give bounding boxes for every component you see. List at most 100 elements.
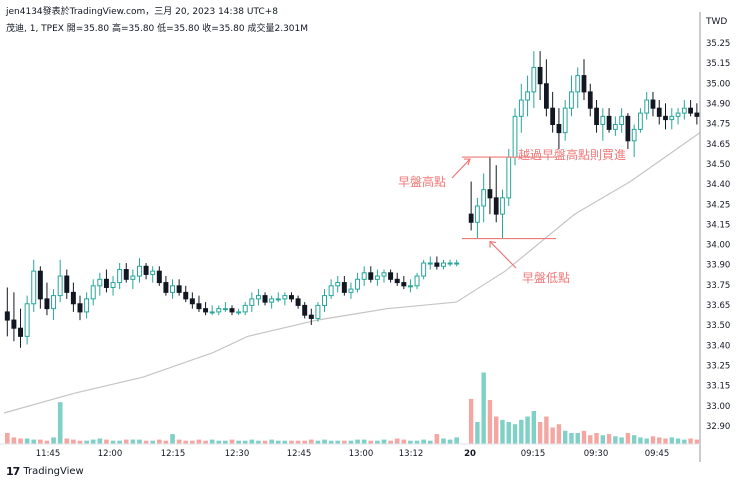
volume-bar — [18, 438, 23, 444]
candle — [518, 83, 524, 133]
volume-bar — [249, 439, 255, 444]
volume-bar — [688, 438, 693, 444]
candle — [57, 259, 63, 303]
candle — [189, 292, 195, 309]
volume-bar — [575, 433, 580, 444]
brand-name: TradingView — [23, 466, 84, 477]
volume-bar — [335, 440, 341, 444]
arrow-to-high — [451, 158, 471, 179]
candle — [421, 259, 427, 280]
candle — [242, 302, 248, 316]
volume-bar — [506, 422, 511, 444]
volume-bar — [644, 438, 649, 444]
candle — [631, 124, 637, 158]
ohlc-legend: 茂迪, 1, TPEX 開=35.80 高=35.80 低=35.80 收=35… — [6, 24, 309, 34]
volume-bar — [24, 438, 30, 444]
volume-bar — [401, 439, 407, 444]
y-tick-label: 34.50 — [706, 160, 730, 170]
x-tick-label: 13:12 — [399, 449, 424, 459]
candle — [170, 279, 176, 299]
volume-bar — [77, 440, 83, 444]
candle — [4, 287, 10, 337]
x-tick-label: 13:00 — [349, 449, 374, 459]
annotation-early-low: 早盤低點 — [522, 271, 570, 285]
candle — [612, 116, 618, 136]
volume-bar — [600, 435, 606, 444]
time-axis[interactable]: 11:45 12:00 12:15 12:30 12:45 13:00 13:12 20 09:… — [36, 449, 670, 459]
candle — [401, 276, 407, 290]
candle — [368, 266, 374, 283]
candle — [269, 295, 275, 309]
candle — [117, 263, 123, 290]
candle — [51, 289, 57, 321]
volume-bar — [581, 430, 587, 444]
volume-bar — [669, 437, 674, 444]
y-tick-label: 34.00 — [706, 241, 730, 251]
volume-bar — [512, 424, 518, 444]
volume-bar — [594, 433, 599, 444]
candle — [143, 263, 149, 280]
volume-bar — [84, 440, 89, 444]
candle — [361, 266, 367, 286]
volume-bar — [216, 440, 222, 444]
candle — [103, 269, 109, 293]
volume-bar — [97, 438, 103, 444]
y-tick-label: 35.25 — [706, 39, 730, 49]
candle — [163, 276, 169, 296]
volume-bar — [650, 436, 656, 444]
volume-bar — [562, 430, 568, 444]
volume-bar — [657, 437, 662, 444]
volume-bar — [269, 439, 274, 444]
volume-bar — [588, 435, 593, 444]
candle — [394, 272, 400, 286]
candle — [600, 108, 606, 141]
candle — [656, 100, 662, 125]
volume-bar — [163, 440, 169, 444]
volume-bar — [262, 440, 268, 444]
y-tick-label: 33.90 — [706, 261, 730, 271]
price-axis[interactable]: 35.25 35.15 35.00 34.90 34.75 34.65 34.50 34.40… — [706, 39, 730, 432]
x-tick-label: 20 — [464, 449, 476, 459]
candle — [282, 292, 288, 306]
tradingview-logo: 17 — [6, 465, 20, 478]
candle — [31, 259, 37, 312]
candle — [136, 258, 142, 283]
volume-bar — [308, 439, 314, 444]
volume-bar — [302, 440, 308, 444]
candle — [562, 100, 568, 141]
volume-bar — [315, 440, 321, 444]
volume-bar — [441, 438, 446, 444]
candle — [606, 108, 612, 133]
volume-bar — [190, 440, 195, 444]
candle — [341, 276, 347, 296]
candle — [203, 302, 209, 316]
volume-bar — [569, 433, 574, 444]
volume-bar — [625, 433, 631, 444]
candle — [322, 289, 328, 312]
candle — [569, 75, 574, 117]
candle — [500, 189, 505, 239]
candle — [216, 305, 222, 316]
candle — [183, 285, 189, 303]
volume-bar — [123, 439, 129, 444]
volume-bar — [223, 440, 228, 444]
candle — [156, 266, 162, 286]
tradingview-brand[interactable]: 17 TradingView — [6, 465, 84, 478]
candle — [407, 279, 413, 293]
volume-bar — [663, 438, 668, 444]
candle — [388, 269, 394, 283]
x-tick-label: 11:45 — [36, 449, 61, 459]
volume-bar — [606, 434, 612, 444]
candle — [644, 91, 650, 120]
volume-bar — [295, 440, 301, 444]
y-tick-label: 33.00 — [706, 402, 730, 412]
volume-bar — [454, 437, 460, 444]
y-tick-label: 34.90 — [706, 99, 730, 109]
candle — [447, 259, 453, 267]
volume-bar — [342, 440, 347, 444]
candle — [176, 279, 182, 296]
candle — [11, 292, 17, 342]
volume-bar — [368, 440, 374, 444]
candle — [123, 263, 129, 283]
